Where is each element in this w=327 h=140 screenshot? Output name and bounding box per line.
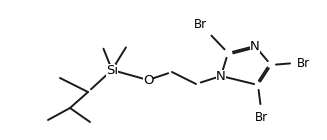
Text: Br: Br <box>254 111 267 124</box>
Text: O: O <box>143 74 153 87</box>
Text: Br: Br <box>194 18 207 31</box>
Text: Br: Br <box>297 57 310 69</box>
Text: N: N <box>216 69 226 82</box>
Text: N: N <box>250 39 260 52</box>
Text: Si: Si <box>106 64 118 76</box>
